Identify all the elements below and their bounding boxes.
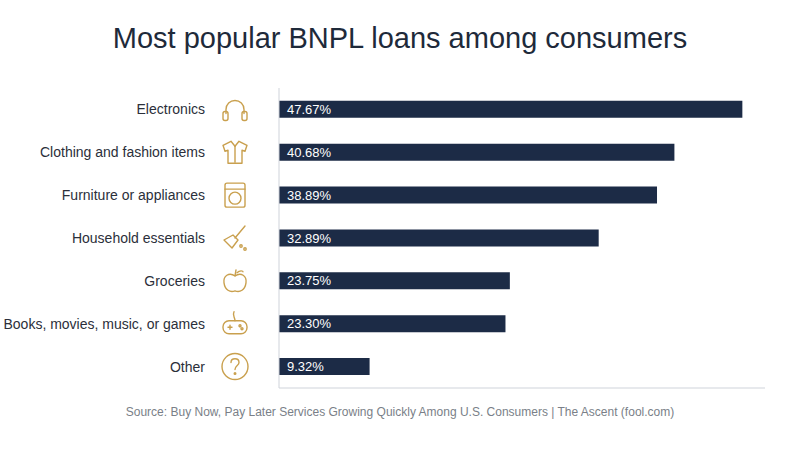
svg-text:38.89%: 38.89% [287, 188, 332, 203]
svg-text:32.89%: 32.89% [287, 231, 332, 246]
svg-text:40.68%: 40.68% [287, 145, 332, 160]
svg-text:Other: Other [170, 359, 205, 375]
html-text:Most popular BNPL loans among: Most popular BNPL loans among consumers [112, 22, 688, 54]
svg-text:23.30%: 23.30% [287, 316, 332, 331]
svg-text:Household essentials: Household essentials [72, 230, 205, 246]
html-text:Source: Buy Now, Pay Later Ser: Source: Buy Now, Pay Later Services Grow… [125, 405, 675, 419]
svg-text:Furniture or appliances: Furniture or appliances [62, 187, 205, 203]
svg-text:Groceries: Groceries [144, 273, 205, 289]
svg-text:47.67%: 47.67% [287, 102, 332, 117]
svg-text:Electronics: Electronics [137, 101, 205, 117]
svg-text:23.75%: 23.75% [287, 273, 332, 288]
svg-text:Clothing and fashion items: Clothing and fashion items [40, 144, 205, 160]
svg-text:9.32%: 9.32% [287, 359, 324, 374]
svg-text:Books, movies, music, or games: Books, movies, music, or games [8, 316, 205, 332]
